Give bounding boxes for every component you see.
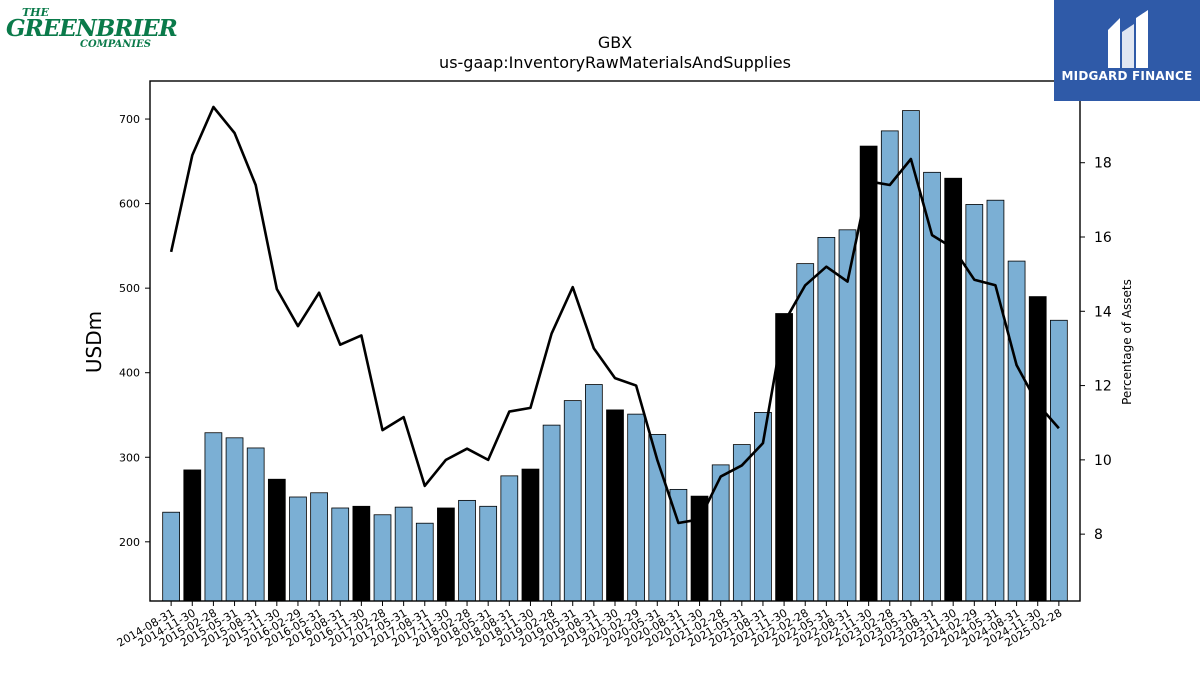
y2-tick-label-8: 8 (1094, 527, 1103, 543)
bar-2016-08-31 (331, 507, 350, 602)
y-axis-label: USDm (82, 311, 106, 373)
y-tick-label-500: 500 (119, 282, 140, 295)
y2-tick-label-12: 12 (1094, 379, 1112, 395)
bar-2015-11-30 (267, 478, 286, 602)
bar-2024-11-30 (1028, 296, 1047, 602)
bars (162, 110, 1068, 602)
y2-tick-label-16: 16 (1094, 230, 1112, 246)
y-tick-label-600: 600 (119, 198, 140, 211)
midgard-brand-text: MIDGARD FINANCE (1061, 69, 1193, 83)
y-tick-label-200: 200 (119, 536, 140, 549)
y2-tick-label-10: 10 (1094, 453, 1112, 469)
bar-2024-08-31 (1007, 260, 1026, 602)
bar-2025-02-28 (1050, 319, 1068, 602)
y-tick-label-700: 700 (119, 113, 140, 126)
bar-2018-02-28 (458, 499, 476, 602)
bar-2017-05-31 (394, 506, 413, 602)
y2-tick-label-14: 14 (1094, 304, 1112, 320)
bar-2017-11-30 (437, 507, 455, 602)
bar-2015-05-31 (225, 437, 244, 602)
bar-2014-08-31 (162, 511, 180, 602)
logo-main-text: GREENBRIER (6, 15, 178, 42)
bar-2022-02-28 (796, 263, 815, 602)
chart-subtitle: us-gaap:InventoryRawMaterialsAndSupplies (439, 53, 791, 72)
bar-2015-08-31 (246, 447, 265, 602)
axes: 200300400500600700810121416182014-08-312… (115, 80, 1112, 650)
bar-2019-05-31 (563, 400, 582, 602)
bar-2020-02-29 (627, 413, 645, 602)
greenbrier-logo: THE GREENBRIER COMPANIES (6, 6, 178, 52)
bar-2024-02-29 (965, 204, 984, 602)
bar-2023-02-28 (880, 130, 899, 602)
y2-axis-label: Percentage of Assets (1120, 279, 1134, 405)
midgard-finance-logo: MIDGARD FINANCE (1054, 0, 1200, 101)
bar-2017-02-28 (373, 514, 392, 602)
bar-2019-08-31 (585, 384, 603, 602)
bar-2022-05-31 (817, 237, 836, 602)
bar-2018-05-31 (479, 505, 498, 602)
bar-2015-02-28 (204, 432, 223, 602)
y-tick-label-400: 400 (119, 367, 140, 380)
bar-2016-11-30 (352, 505, 371, 602)
midgard-mark-icon (1108, 10, 1148, 68)
bar-2021-02-28 (711, 464, 730, 602)
line-layer (169, 105, 1060, 525)
percentage-of-assets-line (169, 105, 1060, 525)
bar-2023-11-30 (944, 177, 963, 602)
chart-title: GBX (598, 33, 632, 52)
bar-2016-05-31 (310, 492, 328, 602)
bar-2014-11-30 (183, 469, 202, 602)
bar-2018-11-30 (521, 468, 540, 602)
y2-tick-label-18: 18 (1094, 156, 1112, 172)
bar-2019-11-30 (606, 409, 624, 602)
bar-2022-08-31 (838, 229, 857, 602)
bar-2019-02-28 (542, 424, 561, 602)
logo-the-text: THE (22, 6, 49, 19)
bar-2017-08-31 (415, 522, 434, 602)
y-tick-label-300: 300 (119, 451, 140, 464)
bar-2016-02-29 (289, 496, 307, 602)
bar-2020-11-30 (690, 495, 709, 602)
logo-sub-text: COMPANIES (80, 39, 151, 50)
bar-2024-05-31 (986, 199, 1005, 602)
bar-2018-08-31 (500, 475, 519, 602)
